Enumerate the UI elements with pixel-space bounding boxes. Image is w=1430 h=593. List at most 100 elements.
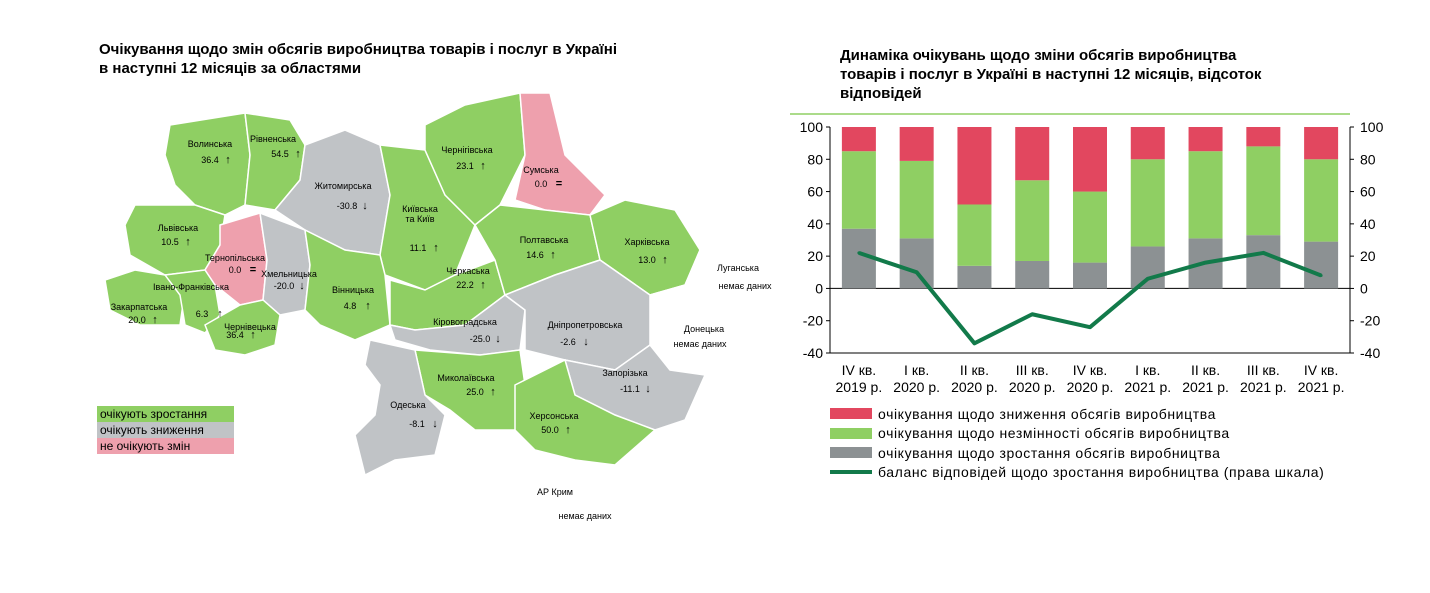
region-13-name: Луганська [717,263,759,273]
region-11-name: Полтавська [520,235,569,245]
region-5-trend-icon: = [556,178,562,190]
legend-swatch-growth [830,447,872,459]
region-10-name: Черкаська [446,266,489,276]
bar-3-series-0 [1015,260,1050,289]
region-17-trend-icon: ↑ [250,329,256,341]
chart-legend: очікування щодо зниження обсягів виробни… [830,404,1324,482]
bar-0-series-2 [841,127,876,152]
y-tick-label-left: 20 [807,248,823,264]
legend-label-growth: очікування щодо зростання обсягів виробн… [878,444,1221,461]
bar-4-series-0 [1073,262,1107,289]
region-2-name: Житомирська [315,181,372,191]
balance-point-0 [857,251,861,255]
region-10-trend-icon: ↑ [480,279,486,291]
region-22-value: -8.1 [409,419,425,429]
legend-label-balance: баланс відповідей щодо зростання виробни… [878,464,1325,481]
region-2-value: -30.8 [337,201,358,211]
region-8-name: Хмельницька [261,269,317,279]
region-5-name: Сумська [523,165,558,175]
region-1-value: 54.5 [271,149,289,159]
region-19-trend-icon: ↓ [583,336,589,348]
region-22-name: Одеська [390,400,425,410]
y-tick-label-left: 60 [807,184,823,200]
region-7-name: Тернопільська [205,253,265,263]
region-7-value: 0.0 [229,265,242,275]
region-20-trend-icon: ↓ [645,383,651,395]
region-6-value: 10.5 [161,237,179,247]
region-7-trend-icon: = [250,264,256,276]
bar-5-series-2 [1130,127,1165,160]
x-tick-label-year-2: 2020 р. [951,379,998,395]
region-4-value: 23.1 [456,161,474,171]
region-21-trend-icon: ↑ [490,386,496,398]
bar-4-series-1 [1073,191,1107,263]
region-2-trend-icon: ↓ [362,200,368,212]
region-24-value: немає даних [558,511,612,521]
legend-item-growth: очікування щодо зростання обсягів виробн… [830,443,1324,463]
region-15-trend-icon: ↑ [152,314,158,326]
map-legend-no-change: не очікують змін [97,438,234,454]
bar-2-series-1 [957,204,992,266]
chart-title: Динаміка очікувань щодо зміни обсягів ви… [840,46,1360,103]
balance-point-5 [1146,277,1150,281]
legend-swatch-decline [830,408,872,420]
region-17-value: 36.4 [226,330,244,340]
region-23-shape [514,358,657,466]
region-8-trend-icon: ↓ [299,280,305,292]
y-tick-label-right: 80 [1360,151,1376,167]
balance-point-1 [915,270,919,274]
region-19-name: Дніпропетровська [548,320,623,330]
chart-title-line1: Динаміка очікувань щодо зміни обсягів ви… [840,47,1237,64]
region-23-name: Херсонська [530,411,579,421]
region-5-value: 0.0 [535,179,548,189]
region-3-trend-icon: ↑ [433,242,439,254]
region-13-value: немає даних [718,281,772,291]
region-22-trend-icon: ↓ [432,418,438,430]
bar-8-series-1 [1304,159,1339,242]
region-12-value: 13.0 [638,255,656,265]
x-tick-label-year-7: 2021 р. [1240,379,1287,395]
region-12-trend-icon: ↑ [662,254,668,266]
region-22-shape [354,339,446,477]
bar-3-series-2 [1015,127,1050,181]
y-tick-label-right: 20 [1360,248,1376,264]
bar-1-series-1 [899,160,934,239]
region-20-value: -11.1 [620,384,640,394]
region-14-value: немає даних [673,339,727,349]
y-tick-label-right: 100 [1360,119,1384,135]
x-tick-label-4: IV кв. [1073,362,1108,378]
bar-5-series-1 [1130,159,1165,247]
region-4-name: Чернігівська [441,145,492,155]
x-tick-label-7: III кв. [1247,362,1280,378]
region-18-trend-icon: ↓ [495,333,501,345]
region-9-name: Вінницька [332,285,374,295]
y-tick-label-right: 0 [1360,280,1368,296]
region-16-name: Івано-Франківська [153,282,229,292]
bar-6-series-2 [1188,127,1223,152]
region-11-value: 14.6 [526,250,544,260]
region-3-name: Київська [402,204,438,214]
region-18-name: Кіровоградська [433,317,497,327]
region-24-name: АР Крим [537,487,573,497]
x-tick-label-6: II кв. [1191,362,1220,378]
region-24-shape [499,464,616,556]
balance-point-6 [1204,261,1208,265]
bar-4-series-2 [1073,127,1107,192]
x-tick-label-year-4: 2020 р. [1067,379,1114,395]
region-15-name: Закарпатська [111,302,168,312]
x-tick-label-1: I кв. [904,362,929,378]
y-tick-label-right: -40 [1360,345,1380,361]
region-16-value: 6.3 [196,309,209,319]
map-title-line2: в наступні 12 місяців за областями [99,60,362,77]
region-9-trend-icon: ↑ [365,300,371,312]
map-legend: очікують зростання очікують зниження не … [97,406,234,454]
region-15-value: 20.0 [128,315,146,325]
bar-2-series-2 [957,127,992,205]
region-9-value: 4.8 [344,301,357,311]
region-16-trend-icon: ↑ [217,308,223,320]
region-0-name: Волинська [188,139,232,149]
region-21-value: 25.0 [466,387,484,397]
y-tick-label-right: -20 [1360,313,1380,329]
region-23-value: 50.0 [541,425,559,435]
